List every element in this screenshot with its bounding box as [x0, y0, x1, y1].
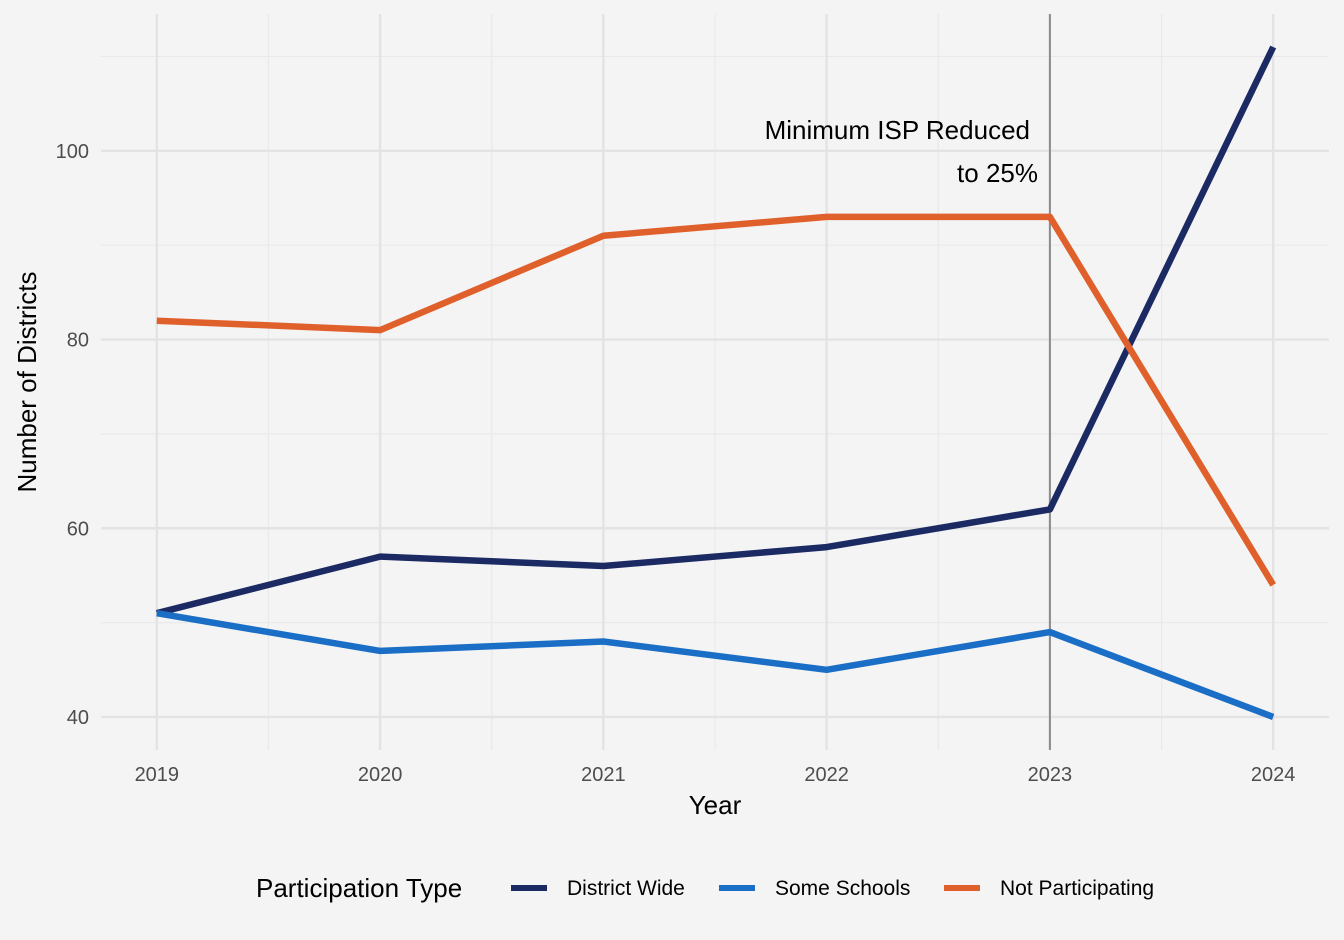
- x-tick-label: 2019: [135, 764, 180, 786]
- x-axis-tick-labels: 2019 2020 2021 2022 2023 2024: [135, 764, 1296, 786]
- series-line-district-wide: [156, 45, 1277, 617]
- series-layer: [156, 45, 1277, 721]
- annotation-line-1: Minimum ISP Reduced: [765, 115, 1030, 145]
- x-axis-title: Year: [689, 790, 742, 820]
- x-tick-label: 2022: [804, 764, 849, 786]
- x-tick-label: 2020: [358, 764, 403, 786]
- legend-label-not-participating: Not Participating: [1000, 877, 1154, 900]
- minor-gridlines: [101, 14, 1329, 750]
- y-axis-title: Number of Districts: [12, 271, 42, 492]
- y-tick-label: 60: [67, 518, 89, 540]
- series-line-some-schools: [156, 609, 1275, 721]
- y-axis-tick-labels: 40 60 80 100: [56, 141, 89, 729]
- x-tick-label: 2024: [1251, 764, 1296, 786]
- legend-label-district-wide: District Wide: [567, 877, 685, 900]
- annotation-line-2: to 25%: [957, 158, 1038, 188]
- legend-item-district-wide: District Wide: [511, 877, 685, 900]
- legend-title: Participation Type: [256, 873, 462, 903]
- x-tick-label: 2023: [1028, 764, 1073, 786]
- y-tick-label: 40: [67, 707, 89, 729]
- annotation-layer: Minimum ISP Reduced to 25%: [765, 115, 1038, 188]
- legend-item-not-participating: Not Participating: [944, 877, 1154, 900]
- x-tick-label: 2021: [581, 764, 626, 786]
- legend-item-some-schools: Some Schools: [719, 877, 910, 900]
- legend-label-some-schools: Some Schools: [775, 877, 910, 900]
- legend: Participation Type District Wide Some Sc…: [256, 873, 1154, 903]
- y-tick-label: 80: [67, 330, 89, 352]
- series-line-not-participating: [156, 213, 1276, 587]
- y-tick-label: 100: [56, 141, 89, 163]
